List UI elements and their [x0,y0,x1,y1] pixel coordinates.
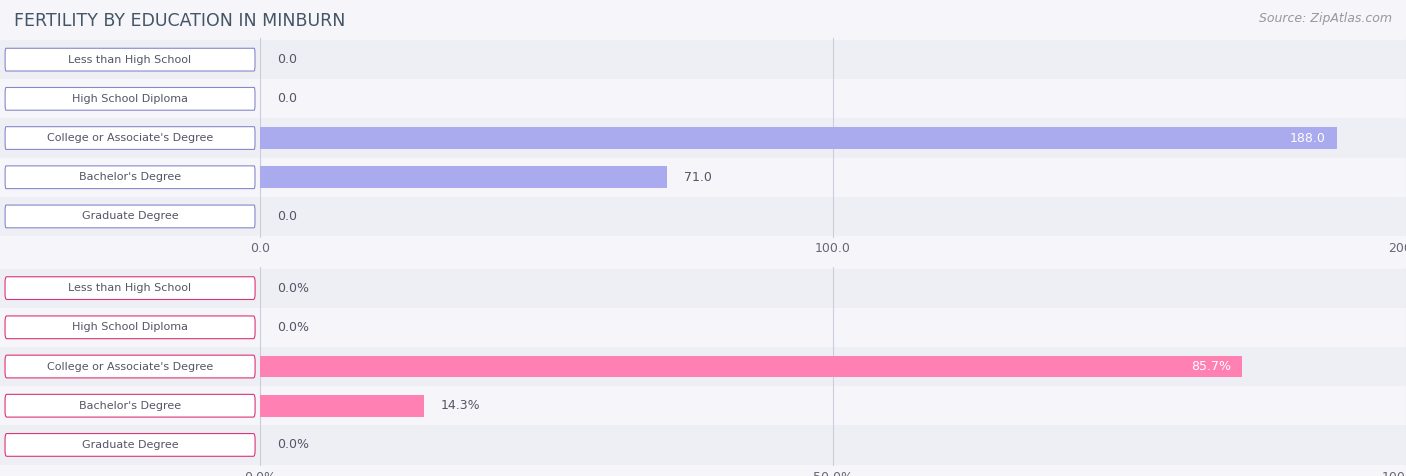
Text: 0.0%: 0.0% [277,321,309,334]
Bar [260,395,425,416]
Text: 0.0: 0.0 [277,210,297,223]
Text: Less than High School: Less than High School [69,55,191,65]
FancyBboxPatch shape [6,434,254,456]
Text: Graduate Degree: Graduate Degree [82,440,179,450]
Text: Bachelor's Degree: Bachelor's Degree [79,401,181,411]
Bar [0,79,1406,119]
FancyBboxPatch shape [6,166,254,188]
Bar [0,426,1406,465]
Bar [0,307,1406,347]
Text: FERTILITY BY EDUCATION IN MINBURN: FERTILITY BY EDUCATION IN MINBURN [14,12,346,30]
FancyBboxPatch shape [6,48,254,71]
Bar [260,356,1241,377]
Text: 0.0: 0.0 [277,53,297,66]
Bar [260,167,666,188]
Bar [260,127,1337,149]
Text: 188.0: 188.0 [1289,131,1326,145]
FancyBboxPatch shape [6,355,254,378]
Bar [0,386,1406,426]
Text: 85.7%: 85.7% [1191,360,1230,373]
FancyBboxPatch shape [6,316,254,339]
Text: Source: ZipAtlas.com: Source: ZipAtlas.com [1258,12,1392,25]
Bar [0,347,1406,386]
FancyBboxPatch shape [6,277,254,299]
Text: 0.0: 0.0 [277,92,297,105]
Text: Graduate Degree: Graduate Degree [82,211,179,221]
Bar [0,268,1406,307]
FancyBboxPatch shape [6,205,254,228]
FancyBboxPatch shape [6,127,254,149]
Text: High School Diploma: High School Diploma [72,322,188,332]
Bar [0,197,1406,236]
Bar [0,40,1406,79]
Bar [0,158,1406,197]
Bar [0,119,1406,158]
FancyBboxPatch shape [6,88,254,110]
Text: 14.3%: 14.3% [441,399,481,412]
Text: Less than High School: Less than High School [69,283,191,293]
Text: High School Diploma: High School Diploma [72,94,188,104]
Text: 0.0%: 0.0% [277,282,309,295]
Text: College or Associate's Degree: College or Associate's Degree [46,133,214,143]
Text: 71.0: 71.0 [685,171,711,184]
FancyBboxPatch shape [6,394,254,417]
Text: College or Associate's Degree: College or Associate's Degree [46,361,214,372]
Text: Bachelor's Degree: Bachelor's Degree [79,172,181,182]
Text: 0.0%: 0.0% [277,438,309,451]
